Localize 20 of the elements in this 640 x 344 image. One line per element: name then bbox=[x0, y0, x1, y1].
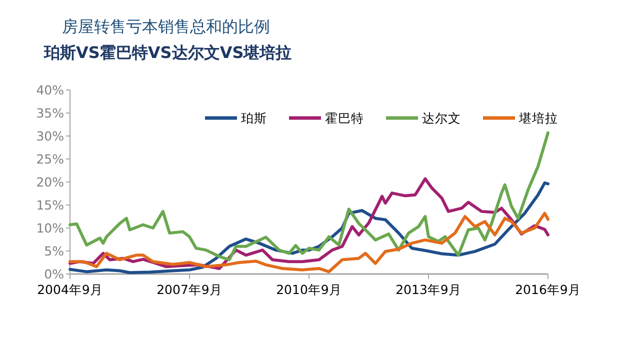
legend-label: 珀斯 bbox=[241, 110, 267, 126]
y-tick-label: 25% bbox=[36, 152, 64, 166]
y-tick-label: 30% bbox=[36, 128, 64, 144]
y-tick-label: 20% bbox=[36, 174, 64, 190]
x-tick-label: 2007年9月 bbox=[156, 282, 222, 297]
y-tick-label: 5% bbox=[44, 244, 64, 258]
x-tick-label: 2004年9月 bbox=[37, 282, 103, 297]
x-tick-label: 2013年9月 bbox=[396, 282, 462, 297]
y-tick-label: 40% bbox=[36, 82, 64, 98]
y-tick-label: 10% bbox=[36, 220, 64, 236]
y-tick-label: 35% bbox=[36, 106, 64, 120]
legend-label: 堪培拉 bbox=[518, 110, 558, 126]
y-tick-label: 0% bbox=[44, 266, 64, 282]
title: 房屋转售亏本销售总和的比例 bbox=[62, 17, 270, 36]
legend-label: 达尔文 bbox=[422, 110, 461, 126]
y-tick-label: 15% bbox=[36, 198, 64, 212]
legend-label: 霍巴特 bbox=[325, 110, 364, 126]
subtitle: 珀斯VS霍巴特VS达尔文VS堪培拉 bbox=[44, 43, 292, 62]
x-tick-label: 2010年9月 bbox=[276, 282, 342, 297]
x-tick-label: 2016年9月 bbox=[515, 282, 581, 297]
